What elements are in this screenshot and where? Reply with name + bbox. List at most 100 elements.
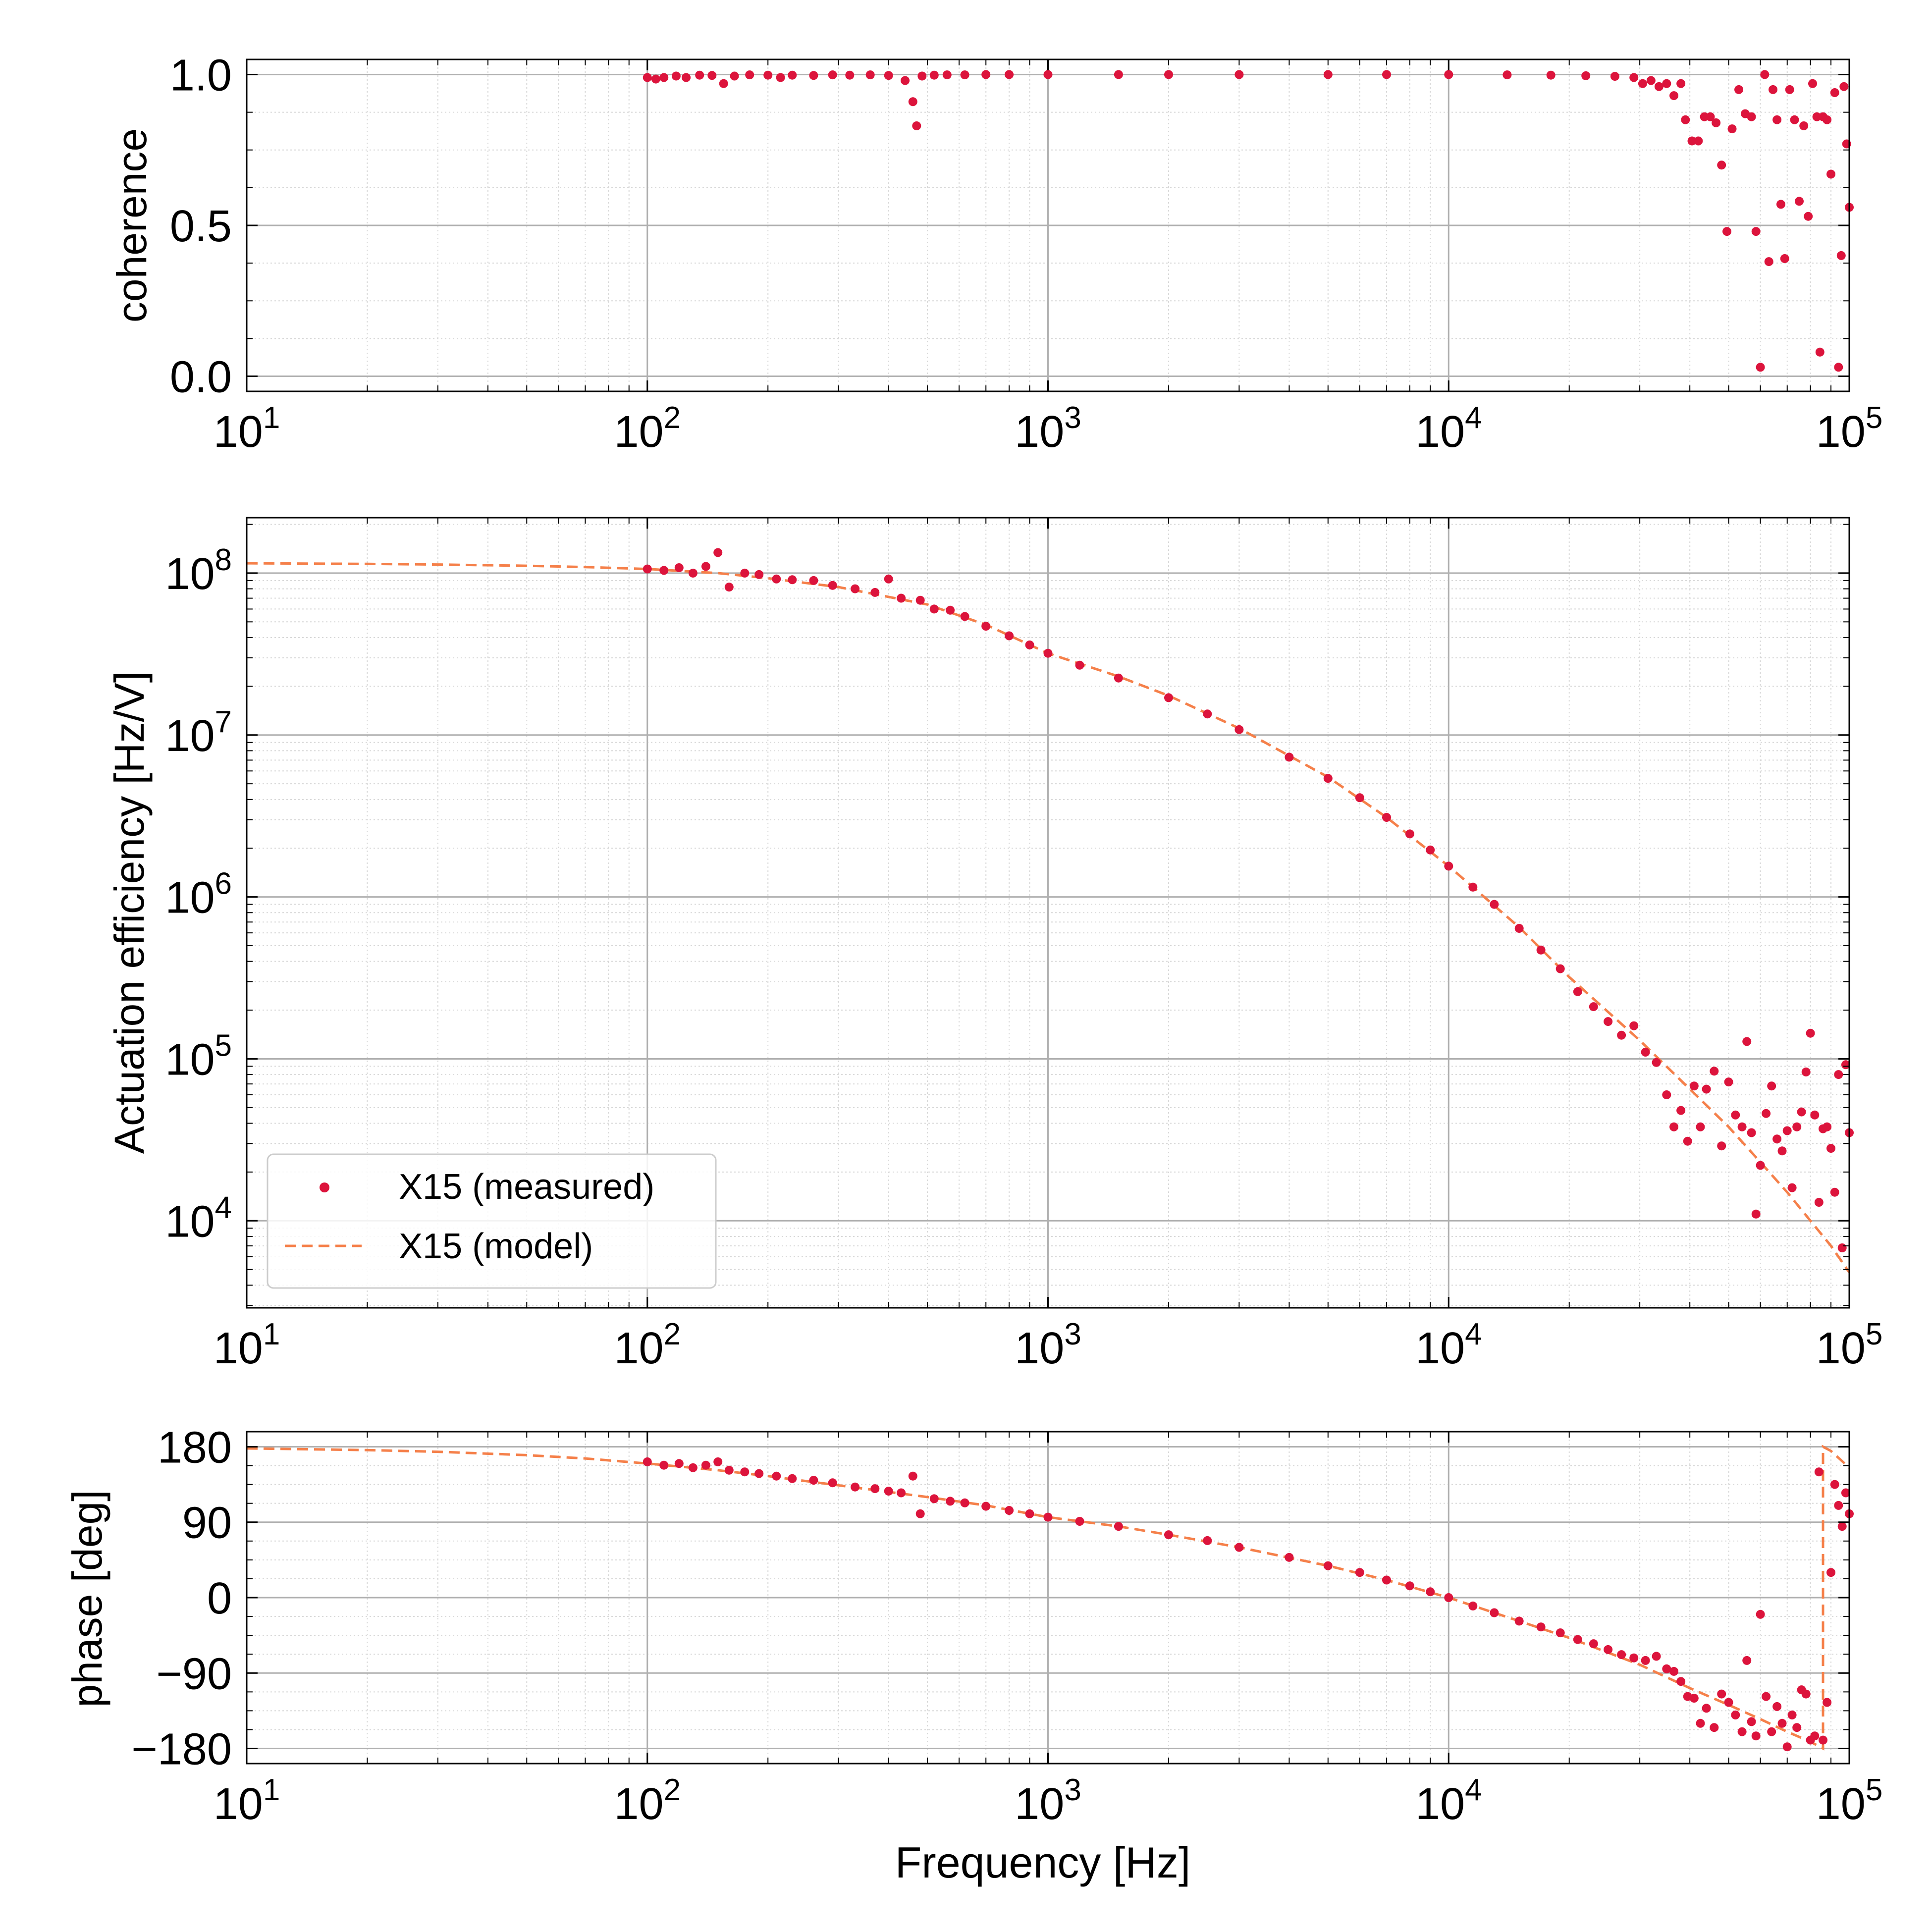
x-tick-label: 101	[214, 1773, 280, 1829]
phase-measured-point	[788, 1474, 797, 1483]
magnitude-measured-point	[1742, 1037, 1752, 1046]
phase-measured-point	[884, 1487, 893, 1496]
coherence-measured-point	[1662, 79, 1671, 88]
magnitude-measured-point	[1826, 1144, 1835, 1153]
coherence-measured-point	[671, 71, 681, 81]
x-tick-label: 105	[1816, 1773, 1883, 1829]
magnitude-measured-point	[1731, 1110, 1740, 1120]
magnitude-measured-point	[1814, 1198, 1824, 1207]
coherence-measured-point	[1638, 79, 1647, 88]
magnitude-measured-point	[1043, 648, 1053, 658]
phase-measured-point	[1737, 1727, 1747, 1736]
magnitude-measured-point	[1747, 1128, 1756, 1137]
y-tick-label: 0.5	[170, 202, 232, 251]
phase-measured-point	[643, 1457, 652, 1466]
coherence-measured-point	[1769, 85, 1777, 94]
magnitude-measured-point	[1772, 1134, 1782, 1144]
phase-measured-point	[1747, 1717, 1756, 1726]
coherence-measured-point	[1764, 257, 1773, 267]
magnitude-measured-point	[1787, 1183, 1797, 1192]
magnitude-measured-point	[772, 574, 781, 584]
magnitude-y-axis-label: Actuation efficiency [Hz/V]	[106, 671, 153, 1154]
coherence-measured-point	[1629, 73, 1639, 82]
coherence-y-axis-label: coherence	[108, 128, 155, 322]
coherence-measured-point	[1694, 136, 1703, 146]
coherence-measured-point	[1722, 227, 1731, 236]
phase-measured-point	[1323, 1561, 1333, 1570]
phase-measured-point	[701, 1460, 710, 1470]
phase-measured-point	[1731, 1710, 1740, 1719]
coherence-measured-point	[1785, 85, 1794, 94]
x-tick-label: 103	[1015, 1317, 1081, 1373]
phase-measured-point	[1756, 1610, 1765, 1619]
phase-measured-point	[851, 1482, 860, 1492]
phase-measured-point	[1676, 1677, 1686, 1686]
magnitude-measured-point	[1696, 1122, 1705, 1131]
phase-measured-point	[1841, 1488, 1850, 1498]
magnitude-measured-point	[659, 566, 669, 575]
coherence-measured-point	[929, 70, 939, 80]
magnitude-measured-point	[1468, 882, 1478, 892]
coherence-measured-point	[1826, 169, 1835, 179]
magnitude-measured-point	[1751, 1209, 1761, 1219]
phase-measured-point	[1742, 1656, 1752, 1665]
phase-measured-point	[981, 1502, 991, 1511]
magnitude-measured-point	[1782, 1126, 1792, 1135]
magnitude-measured-point	[1573, 987, 1582, 996]
coherence-measured-point	[1114, 70, 1123, 79]
magnitude-measured-point	[688, 568, 698, 578]
phase-measured-point	[1641, 1656, 1650, 1665]
phase-measured-point	[740, 1467, 750, 1477]
phase-measured-point	[754, 1469, 764, 1478]
magnitude-measured-point	[1767, 1081, 1776, 1091]
magnitude-x-tick-labels: 101 102 103 104 105	[214, 1317, 1883, 1373]
coherence-measured-point	[1669, 91, 1678, 101]
phase-measured-point	[1617, 1650, 1626, 1660]
phase-measured-point	[809, 1476, 818, 1485]
coherence-measured-point	[1776, 200, 1785, 209]
phase-measured-point	[688, 1463, 698, 1472]
coherence-measured-point	[1503, 70, 1512, 80]
magnitude-measured-point	[740, 568, 750, 578]
y-tick-label: 104	[165, 1190, 232, 1246]
magnitude-measured-point	[1676, 1106, 1686, 1115]
phase-measured-point	[724, 1465, 734, 1475]
x-tick-label: 102	[614, 1773, 681, 1829]
coherence-measured-point	[1382, 70, 1391, 79]
magnitude-measured-point	[851, 584, 860, 593]
x-tick-label: 103	[1015, 401, 1081, 457]
coherence-measured-point	[865, 70, 875, 80]
phase-measured-point	[1814, 1467, 1824, 1477]
coherence-measured-point	[828, 70, 837, 80]
phase-measured-point	[1556, 1628, 1565, 1638]
x-tick-label: 101	[214, 401, 280, 457]
y-tick-label: −180	[131, 1725, 232, 1774]
magnitude-measured-point	[1652, 1058, 1661, 1067]
phase-measured-point	[1662, 1664, 1671, 1673]
magnitude-measured-point	[1556, 964, 1565, 973]
phase-measured-point	[1234, 1543, 1244, 1552]
magnitude-measured-point	[1114, 673, 1123, 683]
phase-measured-point	[908, 1471, 917, 1481]
phase-measured-point	[897, 1488, 906, 1498]
magnitude-measured-point	[1536, 945, 1546, 955]
coherence-measured-point	[1646, 76, 1656, 85]
y-tick-label: 0	[207, 1574, 232, 1623]
coherence-measured-point	[1812, 112, 1822, 121]
coherence-measured-point	[776, 73, 785, 82]
coherence-measured-point	[707, 71, 717, 80]
coherence-measured-point	[1681, 115, 1690, 124]
magnitude-measured-point	[1490, 900, 1499, 909]
coherence-measured-point	[809, 71, 818, 80]
magnitude-measured-point	[1405, 829, 1414, 839]
magnitude-measured-point	[1702, 1084, 1711, 1094]
magnitude-measured-point	[1710, 1067, 1719, 1076]
coherence-measured-point	[651, 74, 660, 84]
magnitude-measured-point	[754, 570, 764, 579]
phase-measured-point	[1724, 1698, 1733, 1707]
phase-measured-point	[1164, 1530, 1173, 1540]
magnitude-measured-point	[1426, 845, 1435, 855]
coherence-measured-point	[1790, 115, 1799, 124]
phase-measured-point	[1203, 1536, 1212, 1545]
